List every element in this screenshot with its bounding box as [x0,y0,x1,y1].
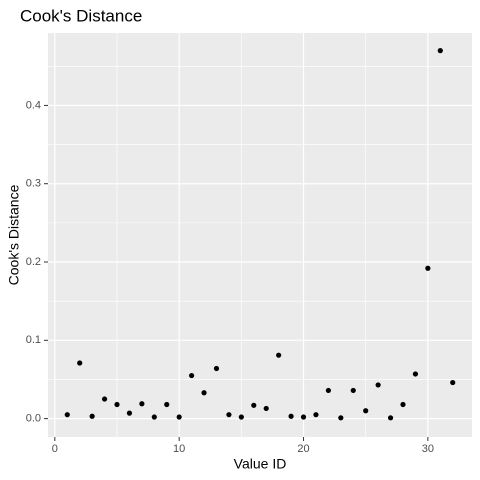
y-tick-label: 0.1 [26,334,41,346]
point [238,414,244,420]
point [375,382,381,388]
y-tick-label: 0.2 [26,256,41,268]
point [126,410,133,416]
point [276,352,282,358]
point [313,412,319,418]
point [176,414,182,420]
point [288,413,294,419]
point [64,412,70,418]
point [263,405,269,412]
point [114,401,120,408]
point [89,413,95,419]
x-tick-label: 10 [173,443,185,455]
y-tick-label: 0.0 [26,413,41,425]
point [425,265,431,271]
point [350,387,356,394]
point [325,387,331,394]
point [164,401,170,408]
point [189,372,195,379]
point [338,415,344,421]
y-tick-label: 0.3 [26,178,41,190]
point [251,402,257,408]
point [412,371,419,377]
x-tick-label: 0 [52,443,58,455]
x-axis-title: Value ID [234,456,287,472]
x-tick-label: 20 [297,443,309,455]
point [226,412,232,418]
point [437,48,443,54]
point [101,396,108,402]
chart-title: Cook's Distance [20,6,142,25]
point [450,379,456,386]
point [300,414,307,420]
x-tick-label: 30 [422,443,434,455]
point [387,415,394,421]
point [151,414,157,420]
point [139,401,145,407]
point [77,360,83,366]
point [201,390,207,396]
point [213,365,220,372]
y-axis-title: Cook's Distance [6,184,22,285]
point [363,408,369,414]
panel [48,33,472,437]
point [400,401,406,408]
y-tick-label: 0.4 [26,99,41,111]
